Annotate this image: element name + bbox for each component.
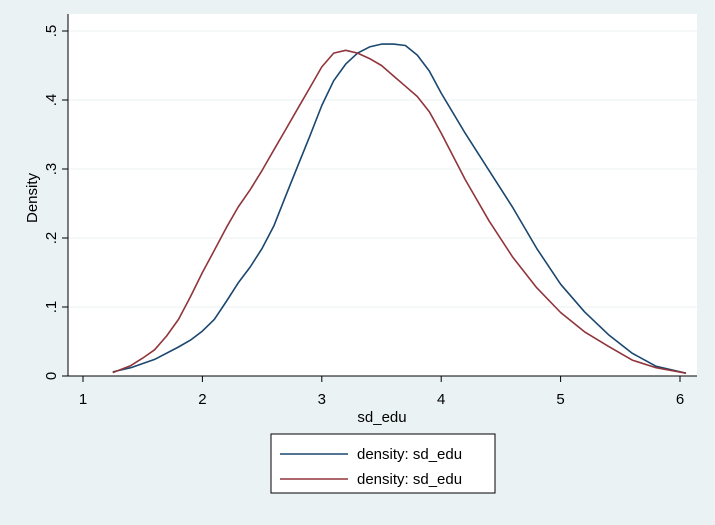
legend-box: [270, 433, 496, 494]
x-tick-label: 6: [676, 391, 684, 408]
series-line-1: [112, 43, 687, 374]
x-ticks: 1 2 3 4 5 6: [79, 376, 684, 408]
y-ticks: 0 .1 .2 .3 .4 .5: [43, 25, 68, 380]
series-line-2: [112, 49, 687, 374]
y-tick-label: .5: [43, 25, 60, 38]
y-tick-label: .3: [43, 163, 60, 176]
y-axis-label: Density: [24, 172, 41, 223]
x-tick-label: 3: [318, 391, 326, 408]
series-lines: [112, 43, 687, 374]
x-tick-label: 4: [437, 391, 445, 408]
legend-label-series-1: density: sd_edu: [357, 446, 462, 463]
legend: density: sd_edu density: sd_edu: [270, 433, 496, 494]
y-tick-label: .1: [43, 301, 60, 314]
x-tick-label: 2: [198, 391, 206, 408]
y-tick-label: .4: [43, 94, 60, 107]
plot-region: [68, 14, 697, 376]
legend-label-series-2: density: sd_edu: [357, 471, 462, 488]
x-tick-label: 1: [79, 391, 87, 408]
y-tick-label: 0: [43, 372, 60, 380]
x-tick-label: 5: [556, 391, 564, 408]
gridlines: [68, 30, 697, 308]
y-tick-label: .2: [43, 232, 60, 245]
x-axis-label: sd_edu: [357, 409, 406, 426]
